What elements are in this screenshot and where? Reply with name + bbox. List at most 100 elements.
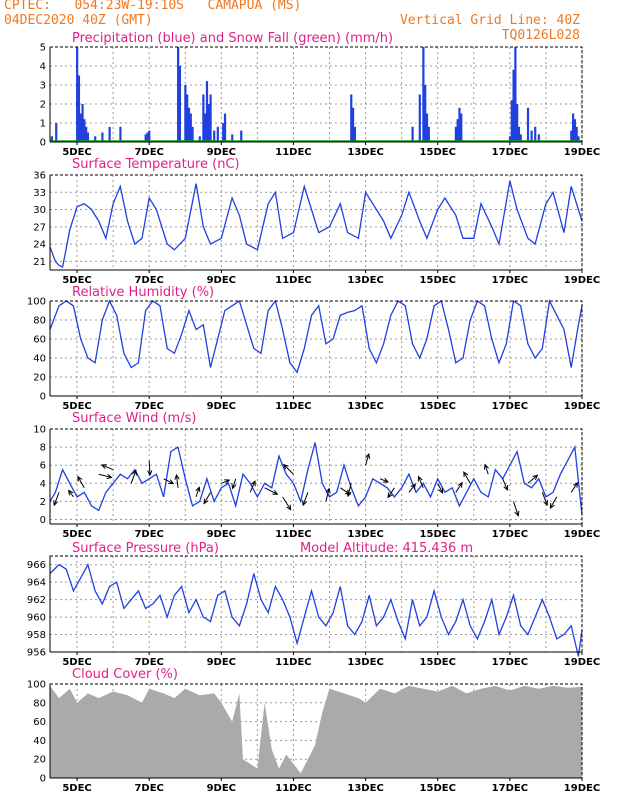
x-tick-label: 17DEC: [492, 401, 528, 412]
y-tick-label: 60: [33, 335, 46, 346]
precip-bar: [460, 113, 463, 142]
wind-arrow: [130, 469, 137, 484]
precip-bar: [55, 123, 58, 142]
precip-bar: [186, 94, 189, 142]
x-tick-label: 7DEC: [134, 401, 163, 412]
y-tick-label: 2: [40, 100, 46, 111]
panel-frame: [49, 46, 583, 143]
y-tick-label: 0: [40, 138, 46, 149]
precip-title: Precipitation (blue) and Snow Fall (gree…: [72, 31, 393, 46]
y-tick-label: 5: [40, 43, 46, 54]
x-tick-label: 11DEC: [275, 657, 311, 668]
wind-arrow: [221, 479, 231, 485]
precip-bar: [77, 75, 81, 142]
x-tick-label: 17DEC: [492, 147, 528, 158]
wind-arrow: [264, 487, 279, 495]
humidity-line: [49, 298, 583, 374]
x-tick-label: 11DEC: [275, 275, 311, 286]
x-tick-label: 13DEC: [347, 401, 383, 412]
wind-arrow: [549, 496, 558, 510]
x-tick-label: 11DEC: [275, 147, 311, 158]
y-tick-label: 20: [33, 755, 46, 766]
precip-bar: [119, 126, 122, 142]
x-tick-label: 5DEC: [62, 275, 91, 286]
x-tick-label: 17DEC: [492, 275, 528, 286]
wind-line: [49, 442, 583, 516]
wind-arrow: [302, 492, 309, 507]
pressure-panel: 956 958 960 962 964 966 5DEC 7DEC 9DEC 11DEC 13DEC…: [27, 541, 600, 668]
x-tick-label: 15DEC: [420, 147, 456, 158]
y-tick-label: 100: [27, 297, 46, 308]
cloud-panel: 0 20 40 60 80 100 5DEC 7DEC 9DEC 11DEC 13DEC 15DEC 1…: [27, 667, 600, 794]
y-tick-label: 960: [27, 613, 46, 624]
wind-arrow: [417, 475, 424, 489]
precip-bar: [209, 94, 212, 142]
wind-arrow: [203, 492, 211, 505]
x-tick-label: 5DEC: [62, 783, 91, 794]
precip-bar: [94, 136, 97, 142]
y-tick-label: 60: [33, 717, 46, 728]
precip-bar: [411, 126, 414, 142]
cloud-area: [50, 685, 582, 778]
y-tick-label: 27: [33, 222, 46, 233]
precip-bar: [424, 85, 427, 142]
wind-arrow: [147, 460, 153, 477]
temperature-line: [49, 180, 583, 269]
y-tick-label: 956: [27, 648, 46, 659]
y-tick-label: 30: [33, 205, 46, 216]
x-tick-label: 9DEC: [207, 275, 236, 286]
wind-panel: 0 2 4 6 8 10 5DEC 7DEC 9DEC 11DEC 13DEC 15DEC 17DEC 1…: [33, 411, 600, 540]
wind-arrow: [100, 464, 114, 471]
wind-arrow: [283, 463, 294, 475]
x-tick-label: 9DEC: [207, 657, 236, 668]
precip-bar: [223, 113, 227, 142]
wind-arrow: [527, 474, 539, 484]
x-tick-label: 13DEC: [347, 657, 383, 668]
precip-bar: [510, 100, 513, 142]
precip-bar: [50, 136, 54, 142]
x-tick-label: 7DEC: [134, 147, 163, 158]
precip-bar: [213, 130, 216, 142]
precip-bar: [425, 113, 429, 142]
temperature-title: Surface Temperature (nC): [72, 157, 240, 172]
precip-bar: [81, 104, 84, 142]
precip-bar: [144, 134, 147, 142]
x-tick-label: 9DEC: [207, 401, 236, 412]
humidity-panel: 0 20 40 60 80 100 5DEC 7DEC 9DEC 11DEC 13DEC 15DEC 1…: [27, 285, 600, 412]
panel-frame: [49, 555, 583, 653]
x-tick-label: 17DEC: [492, 783, 528, 794]
temperature-panel: 21 24 27 30 33 36 5DEC 7DEC 9DEC 11DEC 13DEC 15DEC 1…: [33, 157, 600, 286]
wind-arrow: [195, 486, 201, 498]
wind-arrow: [463, 471, 471, 484]
y-tick-label: 10: [33, 425, 46, 436]
precip-bar: [240, 130, 243, 142]
precip-bar: [85, 126, 88, 142]
precip-panel: 0 1 2 3 4 5 5DEC 7DEC 9DEC 11DEC 13DEC 15DEC 17DEC 19…: [40, 31, 601, 158]
wind-arrow: [163, 478, 175, 485]
precip-bar: [207, 104, 210, 142]
precip-bar: [570, 130, 573, 142]
precip-bar: [205, 81, 209, 142]
x-tick-label: 13DEC: [347, 275, 383, 286]
x-tick-label: 7DEC: [134, 657, 163, 668]
precip-bar: [537, 134, 540, 142]
x-tick-label: 7DEC: [134, 529, 163, 540]
x-tick-label: 19DEC: [564, 147, 600, 158]
precip-bar: [216, 126, 219, 142]
y-tick-label: 40: [33, 736, 46, 747]
precip-bar: [530, 130, 533, 142]
wind-arrow: [365, 452, 371, 466]
model-code: TQ0126L028: [501, 28, 580, 43]
precip-bar: [454, 126, 457, 142]
x-tick-label: 17DEC: [492, 529, 528, 540]
precip-bar: [198, 136, 201, 142]
y-tick-label: 962: [27, 595, 46, 606]
precip-bar: [351, 107, 355, 142]
wind-arrow: [231, 478, 237, 490]
x-tick-label: 13DEC: [347, 529, 383, 540]
precip-bar: [519, 134, 522, 142]
precip-bar: [79, 113, 82, 142]
wind-arrow: [502, 478, 509, 492]
y-tick-label: 100: [27, 680, 46, 691]
